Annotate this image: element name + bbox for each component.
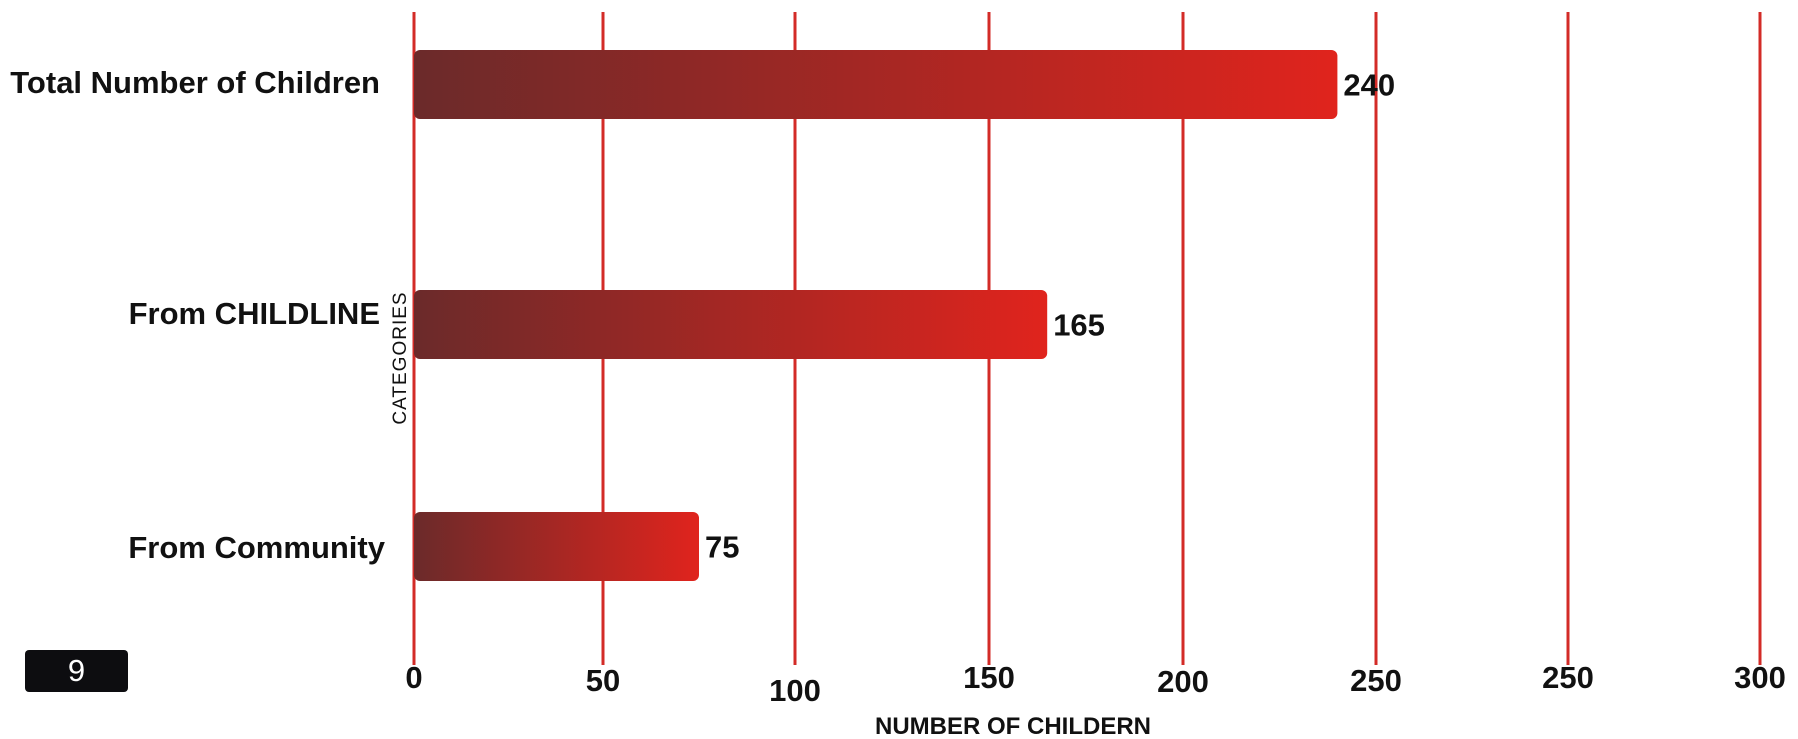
category-label: From CHILDLINE: [129, 296, 380, 331]
value-labels: 240 165 75: [705, 68, 1395, 565]
bar-1: [414, 290, 1048, 359]
category-labels: Total Number of Children From CHILDLINE Fr…: [10, 65, 385, 565]
x-tick-label: 100: [769, 673, 821, 708]
x-tick-labels: 0 50 100 150 200 250 250 300: [405, 660, 1785, 708]
x-tick-label: 0: [405, 660, 422, 695]
x-axis-title: NUMBER OF CHILDERN: [875, 713, 1151, 739]
x-tick-label: 300: [1734, 660, 1786, 695]
category-label: From Community: [128, 530, 385, 565]
bar-0: [414, 50, 1338, 119]
bars: [414, 50, 1338, 581]
x-tick-label: 250: [1542, 660, 1594, 695]
bar-value-label: 75: [705, 530, 739, 565]
page-number-badge: 9: [25, 650, 128, 692]
x-tick-label: 200: [1157, 664, 1209, 699]
x-tick-label: 50: [586, 663, 620, 698]
bar-2: [414, 512, 699, 581]
x-tick-label: 150: [963, 660, 1015, 695]
y-axis-title: CATEGORIES: [390, 291, 411, 424]
bar-value-label: 165: [1053, 308, 1105, 343]
x-tick-label: 250: [1350, 663, 1402, 698]
bar-value-label: 240: [1343, 68, 1395, 103]
category-label: Total Number of Children: [10, 65, 380, 100]
